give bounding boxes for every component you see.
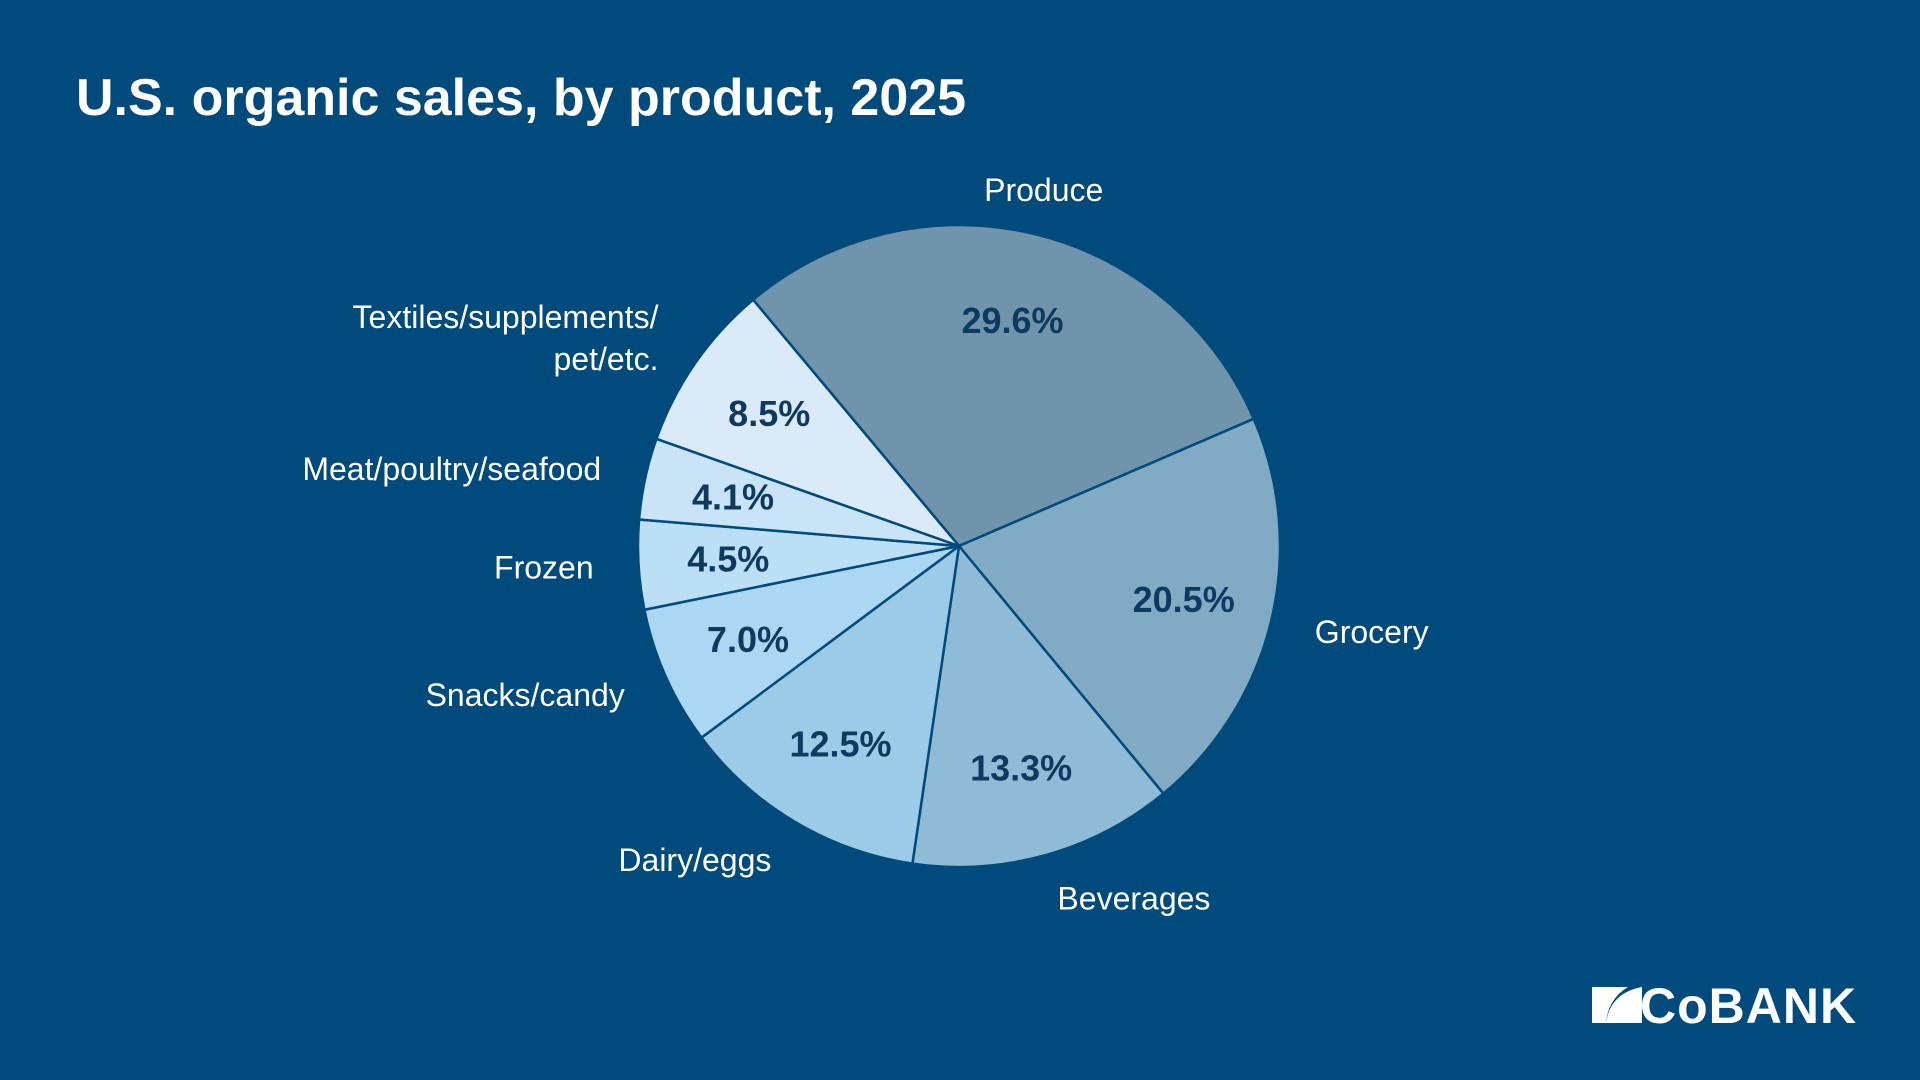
value-label: 4.5% [687,539,769,580]
category-label: Dairy/eggs [618,842,771,878]
pie-slice [911,543,1166,869]
value-label: 20.5% [1133,579,1235,620]
pie-slice [956,417,1282,796]
pie-slice [699,543,961,866]
value-label: 29.6% [961,300,1063,341]
category-label-line: pet/etc. [554,341,659,377]
category-label: Grocery [1315,614,1429,650]
value-label: 12.5% [789,723,891,764]
value-label: 8.5% [728,393,810,434]
logo-icon [1592,987,1642,1023]
value-label: 4.1% [692,476,774,517]
category-label: Frozen [494,549,594,585]
category-label-line: Textiles/supplements/ [353,299,659,335]
category-label: Meat/poultry/seafood [302,451,601,487]
category-label: Produce [984,172,1103,208]
category-label: Snacks/candy [426,677,625,713]
pie-slice [654,297,963,549]
value-label: 7.0% [707,619,789,660]
pie-slice [751,223,1256,548]
category-label: Beverages [1057,881,1210,917]
logo: CoBANK [1592,978,1857,1034]
logo-text: CoBANK [1640,978,1857,1034]
value-label: 13.3% [970,748,1072,789]
category-label: Textiles/supplements/pet/etc. [353,299,659,377]
chart-title: U.S. organic sales, by product, 2025 [76,69,966,127]
